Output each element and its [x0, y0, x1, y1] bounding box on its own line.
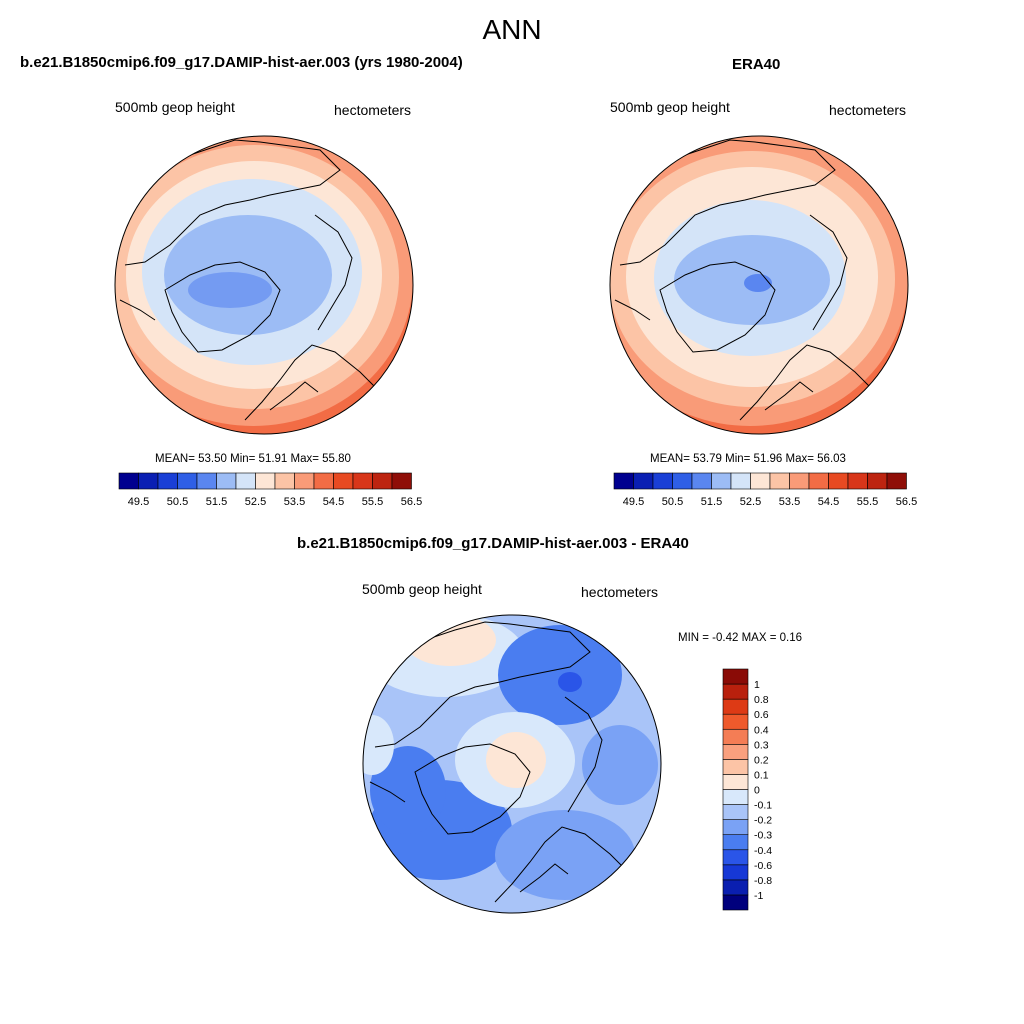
panel3-title: b.e21.B1850cmip6.f09_g17.DAMIP-hist-aer.… [297, 535, 689, 552]
panel1-units-label: hectometers [334, 102, 412, 118]
colorbar-tick-label: 0.3 [754, 739, 769, 751]
colorbar-tick-label: -0.6 [754, 860, 772, 872]
colorbar-tick-label: 53.5 [779, 496, 800, 508]
colorbar-tick-label: 56.5 [401, 496, 422, 508]
colorbar-box [722, 744, 749, 760]
colorbar-tick-label: 52.5 [740, 496, 761, 508]
colorbar-box [722, 804, 749, 820]
colorbar-box [274, 472, 295, 490]
colorbar-box [722, 894, 749, 911]
colorbar-box [730, 472, 751, 490]
colorbar-box [769, 472, 790, 490]
colorbar-box [652, 472, 673, 490]
colorbar-tick-label: 0.6 [754, 709, 769, 721]
panel2-units-label: hectometers [829, 102, 907, 118]
colorbar-box [722, 879, 749, 896]
panel2-title: ERA40 [732, 56, 781, 73]
page-title: ANN [482, 14, 542, 45]
colorbar-box [722, 698, 749, 715]
colorbar-box [391, 472, 412, 490]
panel3-colorbar: 1 0.8 0.6 0.4 0.3 0.2 0.1 0 -0.1 -0.2 -0.3 -0.4 -0.6… [722, 668, 772, 911]
colorbar-tick-label: -0.4 [754, 845, 772, 857]
panel2-stats: MEAN= 53.79 Min= 51.96 Max= 56.03 [650, 453, 846, 465]
panel3-units-label: hectometers [581, 584, 659, 600]
colorbar-box [372, 472, 393, 490]
colorbar-box [722, 759, 749, 775]
colorbar-box [847, 472, 868, 490]
colorbar-box [886, 472, 907, 490]
colorbar-tick-label: 53.5 [284, 496, 305, 508]
colorbar-box [294, 472, 315, 490]
panel1-map [114, 135, 414, 435]
colorbar-tick-label: -0.8 [754, 875, 772, 887]
colorbar-box [722, 713, 749, 730]
panel1-colorbar: 49.5 50.5 51.5 52.5 53.5 54.5 55.5 56.5 [118, 472, 422, 508]
colorbar-box [352, 472, 373, 490]
colorbar-tick-label: 0.4 [754, 724, 769, 736]
colorbar-box [118, 472, 139, 490]
colorbar-box [808, 472, 829, 490]
colorbar-tick-label: 0.8 [754, 694, 769, 706]
colorbar-box [216, 472, 237, 490]
colorbar-box [722, 819, 749, 835]
colorbar-box [196, 472, 217, 490]
colorbar-tick-label: 54.5 [818, 496, 839, 508]
panel2-colorbar: 49.5 50.5 51.5 52.5 53.5 54.5 55.5 56.5 [613, 472, 917, 508]
colorbar-tick-label: -1 [754, 890, 763, 902]
colorbar-box [750, 472, 771, 490]
colorbar-box [722, 774, 749, 790]
panel1-title: b.e21.B1850cmip6.f09_g17.DAMIP-hist-aer.… [20, 54, 463, 71]
colorbar-tick-label: 0 [754, 785, 760, 797]
colorbar-box [235, 472, 256, 490]
colorbar-box [722, 728, 749, 745]
colorbar-box [711, 472, 732, 490]
colorbar-tick-label: 1 [754, 679, 760, 691]
colorbar-box [722, 864, 749, 881]
panel3-map [362, 614, 662, 914]
colorbar-tick-label: 0.1 [754, 769, 769, 781]
colorbar-tick-label: 52.5 [245, 496, 266, 508]
colorbar-box [255, 472, 276, 490]
panel3-variable-label: 500mb geop height [362, 581, 482, 597]
colorbar-box [722, 849, 749, 866]
colorbar-box [633, 472, 654, 490]
colorbar-box [722, 683, 749, 700]
colorbar-tick-label: -0.1 [754, 800, 772, 812]
colorbar-tick-label: -0.2 [754, 815, 772, 827]
colorbar-box [867, 472, 888, 490]
colorbar-tick-label: 49.5 [623, 496, 644, 508]
colorbar-box [722, 834, 749, 851]
colorbar-tick-label: 50.5 [662, 496, 683, 508]
colorbar-tick-label: 51.5 [206, 496, 227, 508]
colorbar-box [691, 472, 712, 490]
colorbar-tick-label: 56.5 [896, 496, 917, 508]
colorbar-box [313, 472, 334, 490]
panel3-stats: MIN = -0.42 MAX = 0.16 [678, 632, 803, 644]
colorbar-tick-label: 0.2 [754, 754, 769, 766]
colorbar-box [333, 472, 354, 490]
colorbar-box [177, 472, 198, 490]
panel2-map [609, 135, 909, 435]
colorbar-tick-label: 55.5 [362, 496, 383, 508]
colorbar-tick-label: -0.3 [754, 830, 772, 842]
panel1-stats: MEAN= 53.50 Min= 51.91 Max= 55.80 [155, 453, 351, 465]
colorbar-box [138, 472, 159, 490]
colorbar-box [157, 472, 178, 490]
colorbar-tick-label: 55.5 [857, 496, 878, 508]
colorbar-box [722, 668, 749, 685]
colorbar-tick-label: 49.5 [128, 496, 149, 508]
colorbar-box [789, 472, 810, 490]
panel1-variable-label: 500mb geop height [115, 99, 235, 115]
colorbar-box [828, 472, 849, 490]
colorbar-box [672, 472, 693, 490]
colorbar-box [722, 789, 749, 805]
colorbar-tick-label: 50.5 [167, 496, 188, 508]
colorbar-box [613, 472, 634, 490]
colorbar-tick-label: 51.5 [701, 496, 722, 508]
panel2-variable-label: 500mb geop height [610, 99, 730, 115]
colorbar-tick-label: 54.5 [323, 496, 344, 508]
